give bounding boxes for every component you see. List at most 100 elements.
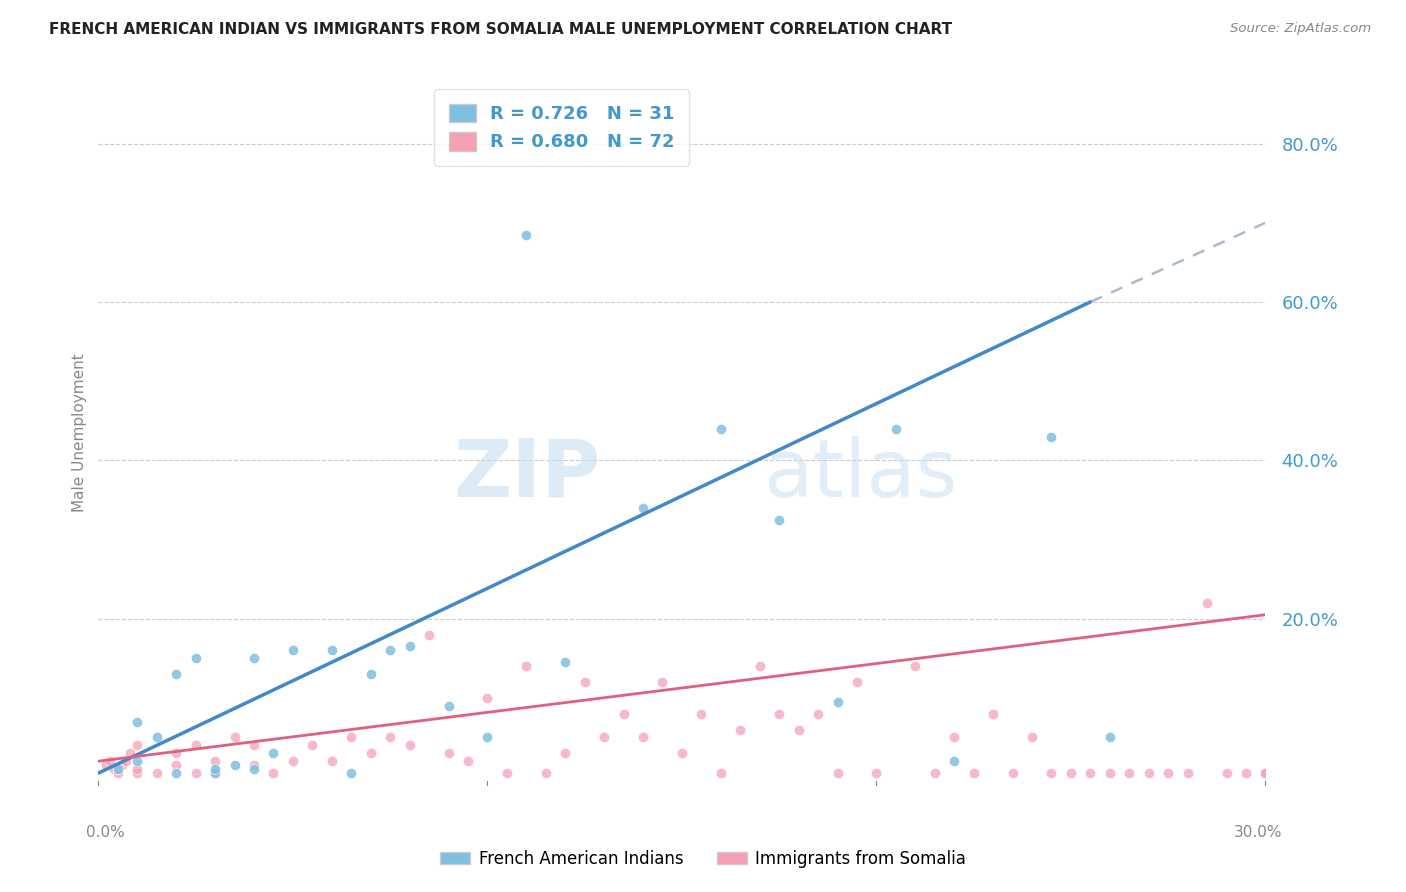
Point — [111, 758, 134, 772]
Point — [380, 643, 402, 657]
Legend: French American Indians, Immigrants from Somalia: French American Indians, Immigrants from… — [433, 844, 973, 875]
Point — [651, 675, 673, 690]
Point — [360, 667, 382, 681]
Point — [224, 731, 246, 745]
Point — [1040, 429, 1063, 443]
Point — [1001, 766, 1024, 780]
Point — [1021, 731, 1043, 745]
Point — [127, 754, 149, 768]
Point — [184, 651, 207, 665]
Point — [107, 766, 129, 780]
Point — [1137, 766, 1160, 780]
Point — [807, 706, 830, 721]
Point — [768, 513, 790, 527]
Point — [184, 766, 207, 780]
Point — [1080, 766, 1102, 780]
Point — [943, 754, 966, 768]
Point — [262, 766, 284, 780]
Point — [631, 500, 654, 515]
Point — [204, 766, 226, 780]
Point — [243, 651, 266, 665]
Point — [204, 762, 226, 776]
Point — [671, 746, 693, 760]
Point — [165, 766, 187, 780]
Point — [340, 731, 363, 745]
Text: 30.0%: 30.0% — [1234, 825, 1282, 840]
Point — [962, 766, 984, 780]
Point — [768, 706, 790, 721]
Point — [1254, 766, 1277, 780]
Point — [631, 731, 654, 745]
Point — [118, 746, 141, 760]
Point — [243, 762, 266, 776]
Point — [103, 762, 125, 776]
Point — [184, 739, 207, 753]
Text: FRENCH AMERICAN INDIAN VS IMMIGRANTS FROM SOMALIA MALE UNEMPLOYMENT CORRELATION : FRENCH AMERICAN INDIAN VS IMMIGRANTS FRO… — [49, 22, 952, 37]
Point — [165, 746, 187, 760]
Legend: R = 0.726   N = 31, R = 0.680   N = 72: R = 0.726 N = 31, R = 0.680 N = 72 — [434, 89, 689, 166]
Text: atlas: atlas — [763, 436, 957, 514]
Point — [534, 766, 557, 780]
Point — [924, 766, 946, 780]
Y-axis label: Male Unemployment: Male Unemployment — [72, 353, 87, 512]
Point — [321, 643, 343, 657]
Point — [710, 422, 733, 436]
Point — [1254, 766, 1277, 780]
Point — [1118, 766, 1140, 780]
Point — [96, 758, 118, 772]
Point — [1234, 766, 1257, 780]
Point — [224, 758, 246, 772]
Point — [730, 723, 752, 737]
Point — [884, 422, 907, 436]
Point — [204, 754, 226, 768]
Point — [262, 746, 284, 760]
Point — [574, 675, 596, 690]
Point — [127, 739, 149, 753]
Point — [710, 766, 733, 780]
Point — [1040, 766, 1063, 780]
Point — [827, 695, 849, 709]
Text: ZIP: ZIP — [453, 436, 600, 514]
Point — [1098, 766, 1121, 780]
Text: Source: ZipAtlas.com: Source: ZipAtlas.com — [1230, 22, 1371, 36]
Point — [127, 766, 149, 780]
Point — [496, 766, 519, 780]
Point — [146, 731, 169, 745]
Point — [477, 731, 499, 745]
Point — [340, 766, 363, 780]
Point — [827, 766, 849, 780]
Point — [1157, 766, 1180, 780]
Point — [165, 667, 187, 681]
Point — [1098, 731, 1121, 745]
Point — [398, 640, 420, 654]
Point — [904, 659, 927, 673]
Point — [98, 754, 121, 768]
Point — [127, 762, 149, 776]
Point — [554, 746, 576, 760]
Point — [204, 766, 226, 780]
Point — [981, 706, 1004, 721]
Text: 0.0%: 0.0% — [86, 825, 125, 840]
Point — [107, 762, 129, 776]
Point — [321, 754, 343, 768]
Point — [1195, 596, 1218, 610]
Point — [281, 643, 304, 657]
Point — [114, 754, 136, 768]
Point — [1177, 766, 1199, 780]
Point — [380, 731, 402, 745]
Point — [1060, 766, 1083, 780]
Point — [943, 731, 966, 745]
Point — [437, 746, 460, 760]
Point — [418, 627, 440, 641]
Point — [515, 227, 537, 242]
Point — [165, 758, 187, 772]
Point — [146, 766, 169, 780]
Point — [690, 706, 713, 721]
Point — [127, 714, 149, 729]
Point — [360, 746, 382, 760]
Point — [243, 739, 266, 753]
Point — [1215, 766, 1237, 780]
Point — [846, 675, 869, 690]
Point — [301, 739, 323, 753]
Point — [613, 706, 636, 721]
